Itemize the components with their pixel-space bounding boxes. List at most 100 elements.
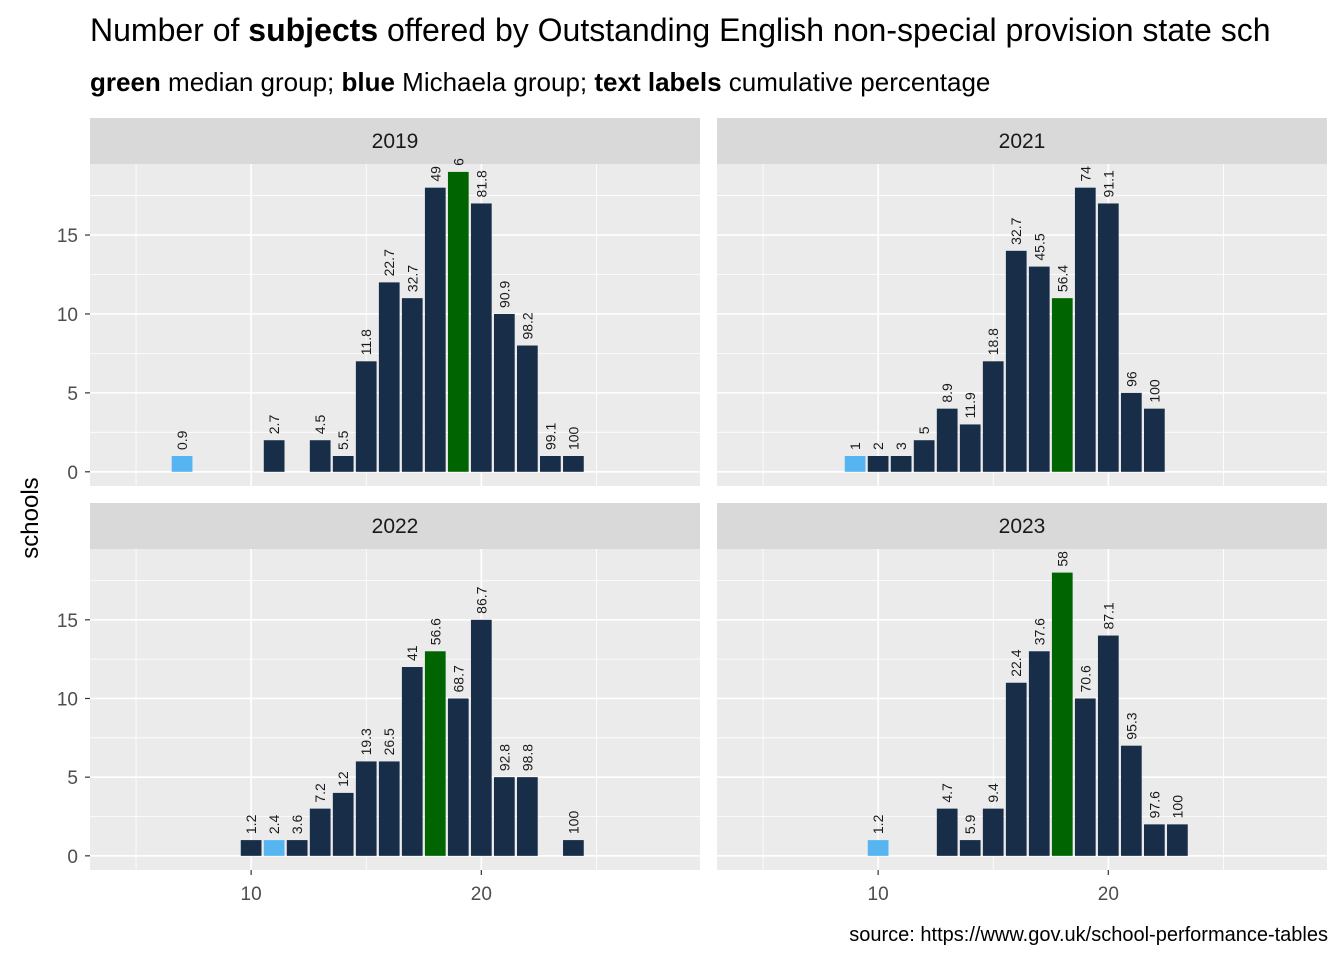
subtitle-part: blue	[341, 67, 394, 97]
bar-label: 90.9	[496, 280, 512, 307]
bar-label: 87.1	[1100, 602, 1116, 629]
bar-label: 5.9	[962, 814, 978, 834]
bar-label: 45.5	[1031, 233, 1047, 260]
bar-label: 18.8	[985, 328, 1001, 355]
bar	[286, 840, 308, 856]
bar-label: 11.9	[962, 392, 978, 418]
bar	[1051, 572, 1073, 856]
x-tick-label: 20	[1098, 884, 1119, 905]
bar-label: 100	[565, 811, 581, 835]
bar-label: 1	[847, 442, 863, 450]
bar	[1120, 745, 1142, 856]
bar	[424, 187, 446, 472]
bar-label: 7.2	[312, 783, 328, 803]
bar	[470, 619, 492, 856]
subtitle-part: cumulative percentage	[722, 67, 991, 97]
bar-label: 19.3	[358, 728, 374, 755]
bar	[1144, 824, 1165, 856]
bar-label: 2	[870, 442, 886, 450]
bar	[1097, 635, 1119, 856]
subtitle-part: median group;	[161, 67, 342, 97]
bar	[424, 651, 446, 856]
title-part: subjects	[248, 12, 378, 48]
bar-label: 70.6	[1077, 665, 1093, 692]
bar	[1144, 408, 1165, 472]
bar	[401, 298, 423, 472]
bar-label: 26.5	[381, 728, 397, 755]
y-tick-label: 0	[67, 463, 78, 484]
facet-2023: 2023 1.2 4.7 5.9 9.4 22.4 37.6 58 70.6 87.1 95.3 97…	[717, 503, 1327, 905]
bar-label: 6	[450, 158, 466, 166]
bar	[982, 361, 1004, 472]
x-tick-label: 10	[868, 884, 889, 905]
bar-label: 100	[1146, 379, 1162, 403]
bar	[493, 777, 515, 856]
bar	[517, 345, 538, 472]
facet-strip-label: 2023	[999, 515, 1046, 538]
y-tick-label: 10	[57, 689, 78, 710]
bar-label: 91.1	[1100, 170, 1116, 197]
bar-label: 1.2	[870, 814, 886, 834]
bar-label: 37.6	[1031, 618, 1047, 645]
bar	[378, 282, 400, 472]
title-part: offered by Outstanding English non-speci…	[378, 12, 1270, 48]
bar-label: 56.4	[1054, 265, 1070, 292]
bar-label: 5.5	[335, 430, 351, 450]
bar-label: 56.6	[427, 618, 443, 645]
subtitle-part: text labels	[594, 67, 721, 97]
bar-label: 3.6	[289, 814, 305, 834]
bar	[332, 792, 354, 856]
bar-label: 97.6	[1146, 791, 1162, 818]
bar	[936, 408, 958, 472]
bar-label: 4.7	[939, 783, 955, 803]
bar	[517, 777, 538, 856]
y-tick-label: 15	[57, 226, 78, 247]
bar-label: 1.2	[243, 814, 259, 834]
bar-label: 96	[1123, 371, 1139, 387]
bar	[844, 456, 866, 472]
bar-label: 5	[916, 426, 932, 434]
bar	[1074, 187, 1096, 472]
bar	[959, 840, 981, 856]
bar-label: 49	[427, 166, 443, 182]
title-part: Number of	[90, 12, 248, 48]
bar-label: 100	[1169, 795, 1185, 819]
bar	[890, 456, 912, 472]
bar	[355, 761, 377, 856]
bar	[332, 456, 354, 472]
y-tick-label: 5	[67, 384, 78, 405]
bar-label: 22.7	[381, 249, 397, 276]
bar	[1028, 266, 1050, 472]
bar-label: 3	[893, 442, 909, 450]
bar	[1005, 682, 1027, 856]
bar-label: 68.7	[450, 665, 466, 692]
x-tick-label: 20	[471, 884, 492, 905]
bar	[240, 840, 262, 856]
bar	[959, 424, 981, 472]
bar-label: 32.7	[1008, 217, 1024, 244]
facet-strip-label: 2022	[372, 515, 419, 538]
bar-label: 41	[404, 645, 420, 661]
facet-2022: 2022 1.2 2.4 3.6 7.2 12 19.3 26.5 41 56.6 68.7 86.7…	[57, 503, 700, 905]
bar-label: 8.9	[939, 383, 955, 403]
facet-strip-label: 2019	[372, 130, 419, 153]
bar-label: 58	[1054, 551, 1070, 567]
bar	[540, 456, 561, 472]
bar-label: 100	[565, 426, 581, 450]
bar	[401, 667, 423, 856]
subtitle-part: green	[90, 67, 161, 97]
bar	[470, 203, 492, 472]
bar	[309, 808, 331, 856]
bar-label: 92.8	[496, 744, 512, 771]
bar	[1167, 824, 1188, 856]
bar	[355, 361, 377, 472]
bar	[563, 456, 584, 472]
bar-label: 95.3	[1123, 712, 1139, 739]
bar-label: 81.8	[473, 170, 489, 197]
bar	[378, 761, 400, 856]
bar-label: 99.1	[542, 423, 558, 450]
y-tick-label: 10	[57, 305, 78, 326]
y-tick-label: 0	[67, 847, 78, 868]
subtitle-part: Michaela group;	[395, 67, 594, 97]
bar	[1120, 392, 1142, 472]
